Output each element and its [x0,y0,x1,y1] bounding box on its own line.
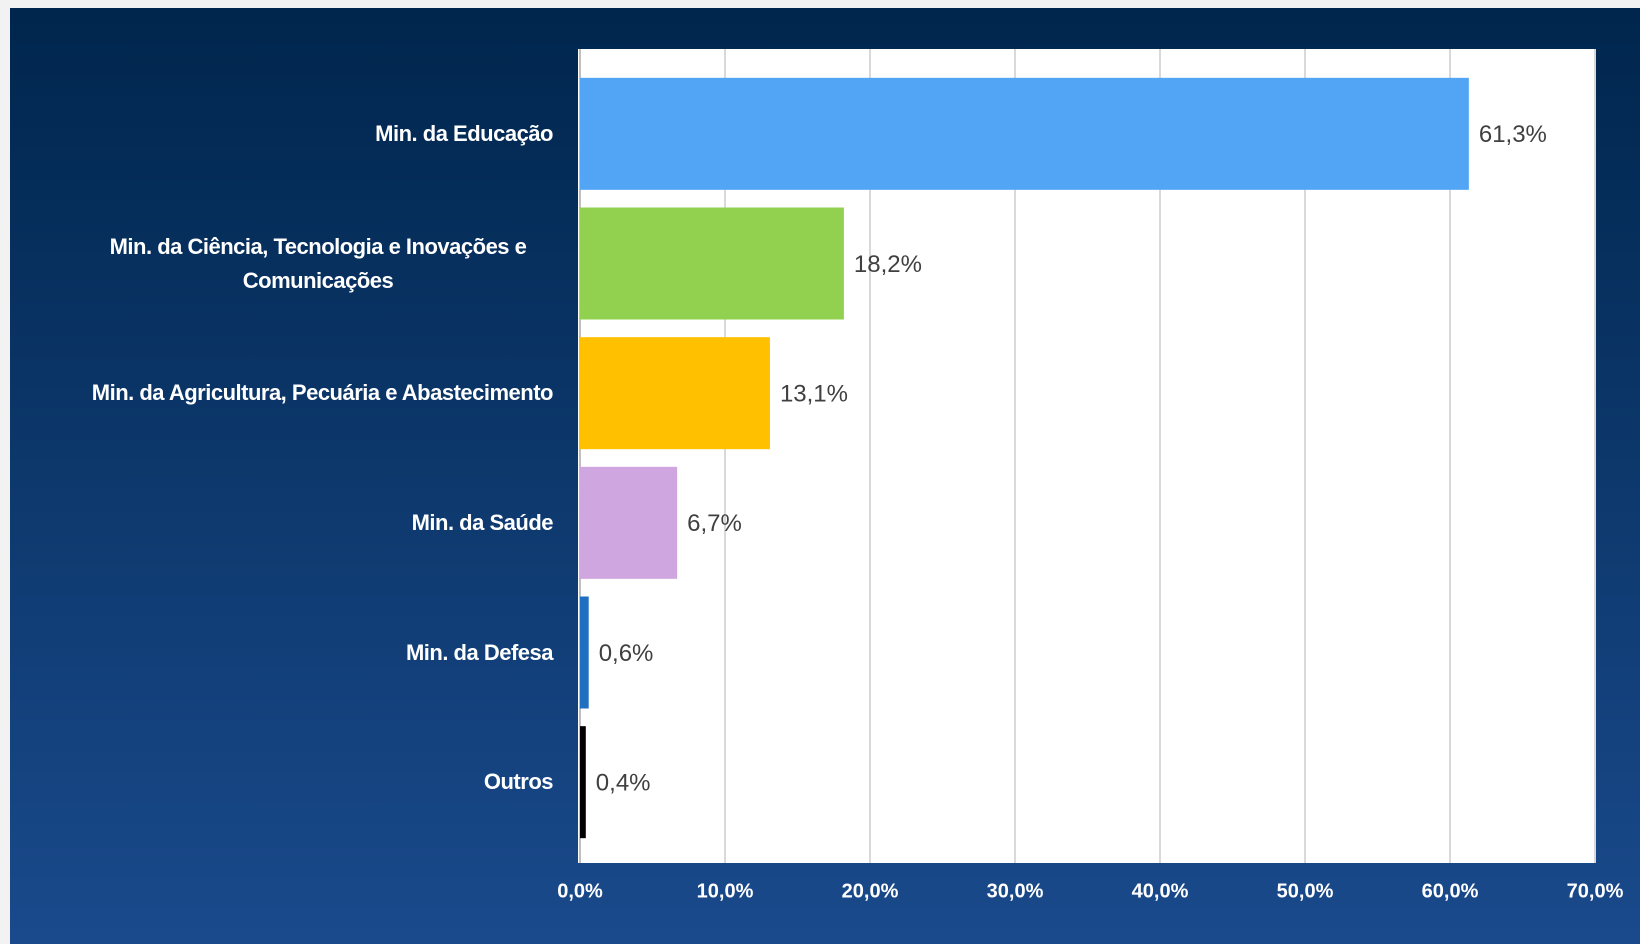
bar [580,207,844,320]
x-tick-label: 70,0% [1567,880,1624,902]
bar [580,466,678,579]
x-tick-label: 30,0% [987,880,1044,902]
x-tick-label: 60,0% [1422,880,1479,902]
value-label: 61,3% [1479,121,1547,148]
x-tick-label: 20,0% [842,880,899,902]
x-tick-label: 0,0% [557,880,603,902]
x-tick-label: 10,0% [697,880,754,902]
value-label: 6,7% [687,510,742,537]
bar [580,726,586,839]
value-label: 13,1% [780,381,848,408]
y-tick-label: Min. da Defesa [405,639,554,665]
y-tick-label: Min. da Agricultura, Pecuária e Abasteci… [91,380,554,406]
y-tick-label: Min. da Educação [375,120,553,146]
category-label-box: Min. da Defesa [13,593,554,713]
y-tick-label: Min. da Ciência, Tecnologia e Inovações … [109,233,527,293]
category-label-box: Min. da Educação [13,74,553,194]
category-label-box: Min. da Ciência, Tecnologia e Inovações … [13,204,553,324]
value-label: 0,6% [599,640,654,667]
category-label-box: Outros [13,722,554,842]
bar [580,596,589,709]
category-label-box: Min. da Agricultura, Pecuária e Abasteci… [13,333,554,453]
x-tick-label: 40,0% [1132,880,1189,902]
bar [580,337,770,450]
x-tick-label: 50,0% [1277,880,1334,902]
value-label: 0,4% [596,770,651,797]
bar [580,77,1469,190]
y-tick-label: Min. da Saúde [411,509,554,535]
value-label: 18,2% [854,251,922,278]
category-label-box: Min. da Saúde [13,463,554,583]
y-tick-label: Outros [483,769,554,795]
